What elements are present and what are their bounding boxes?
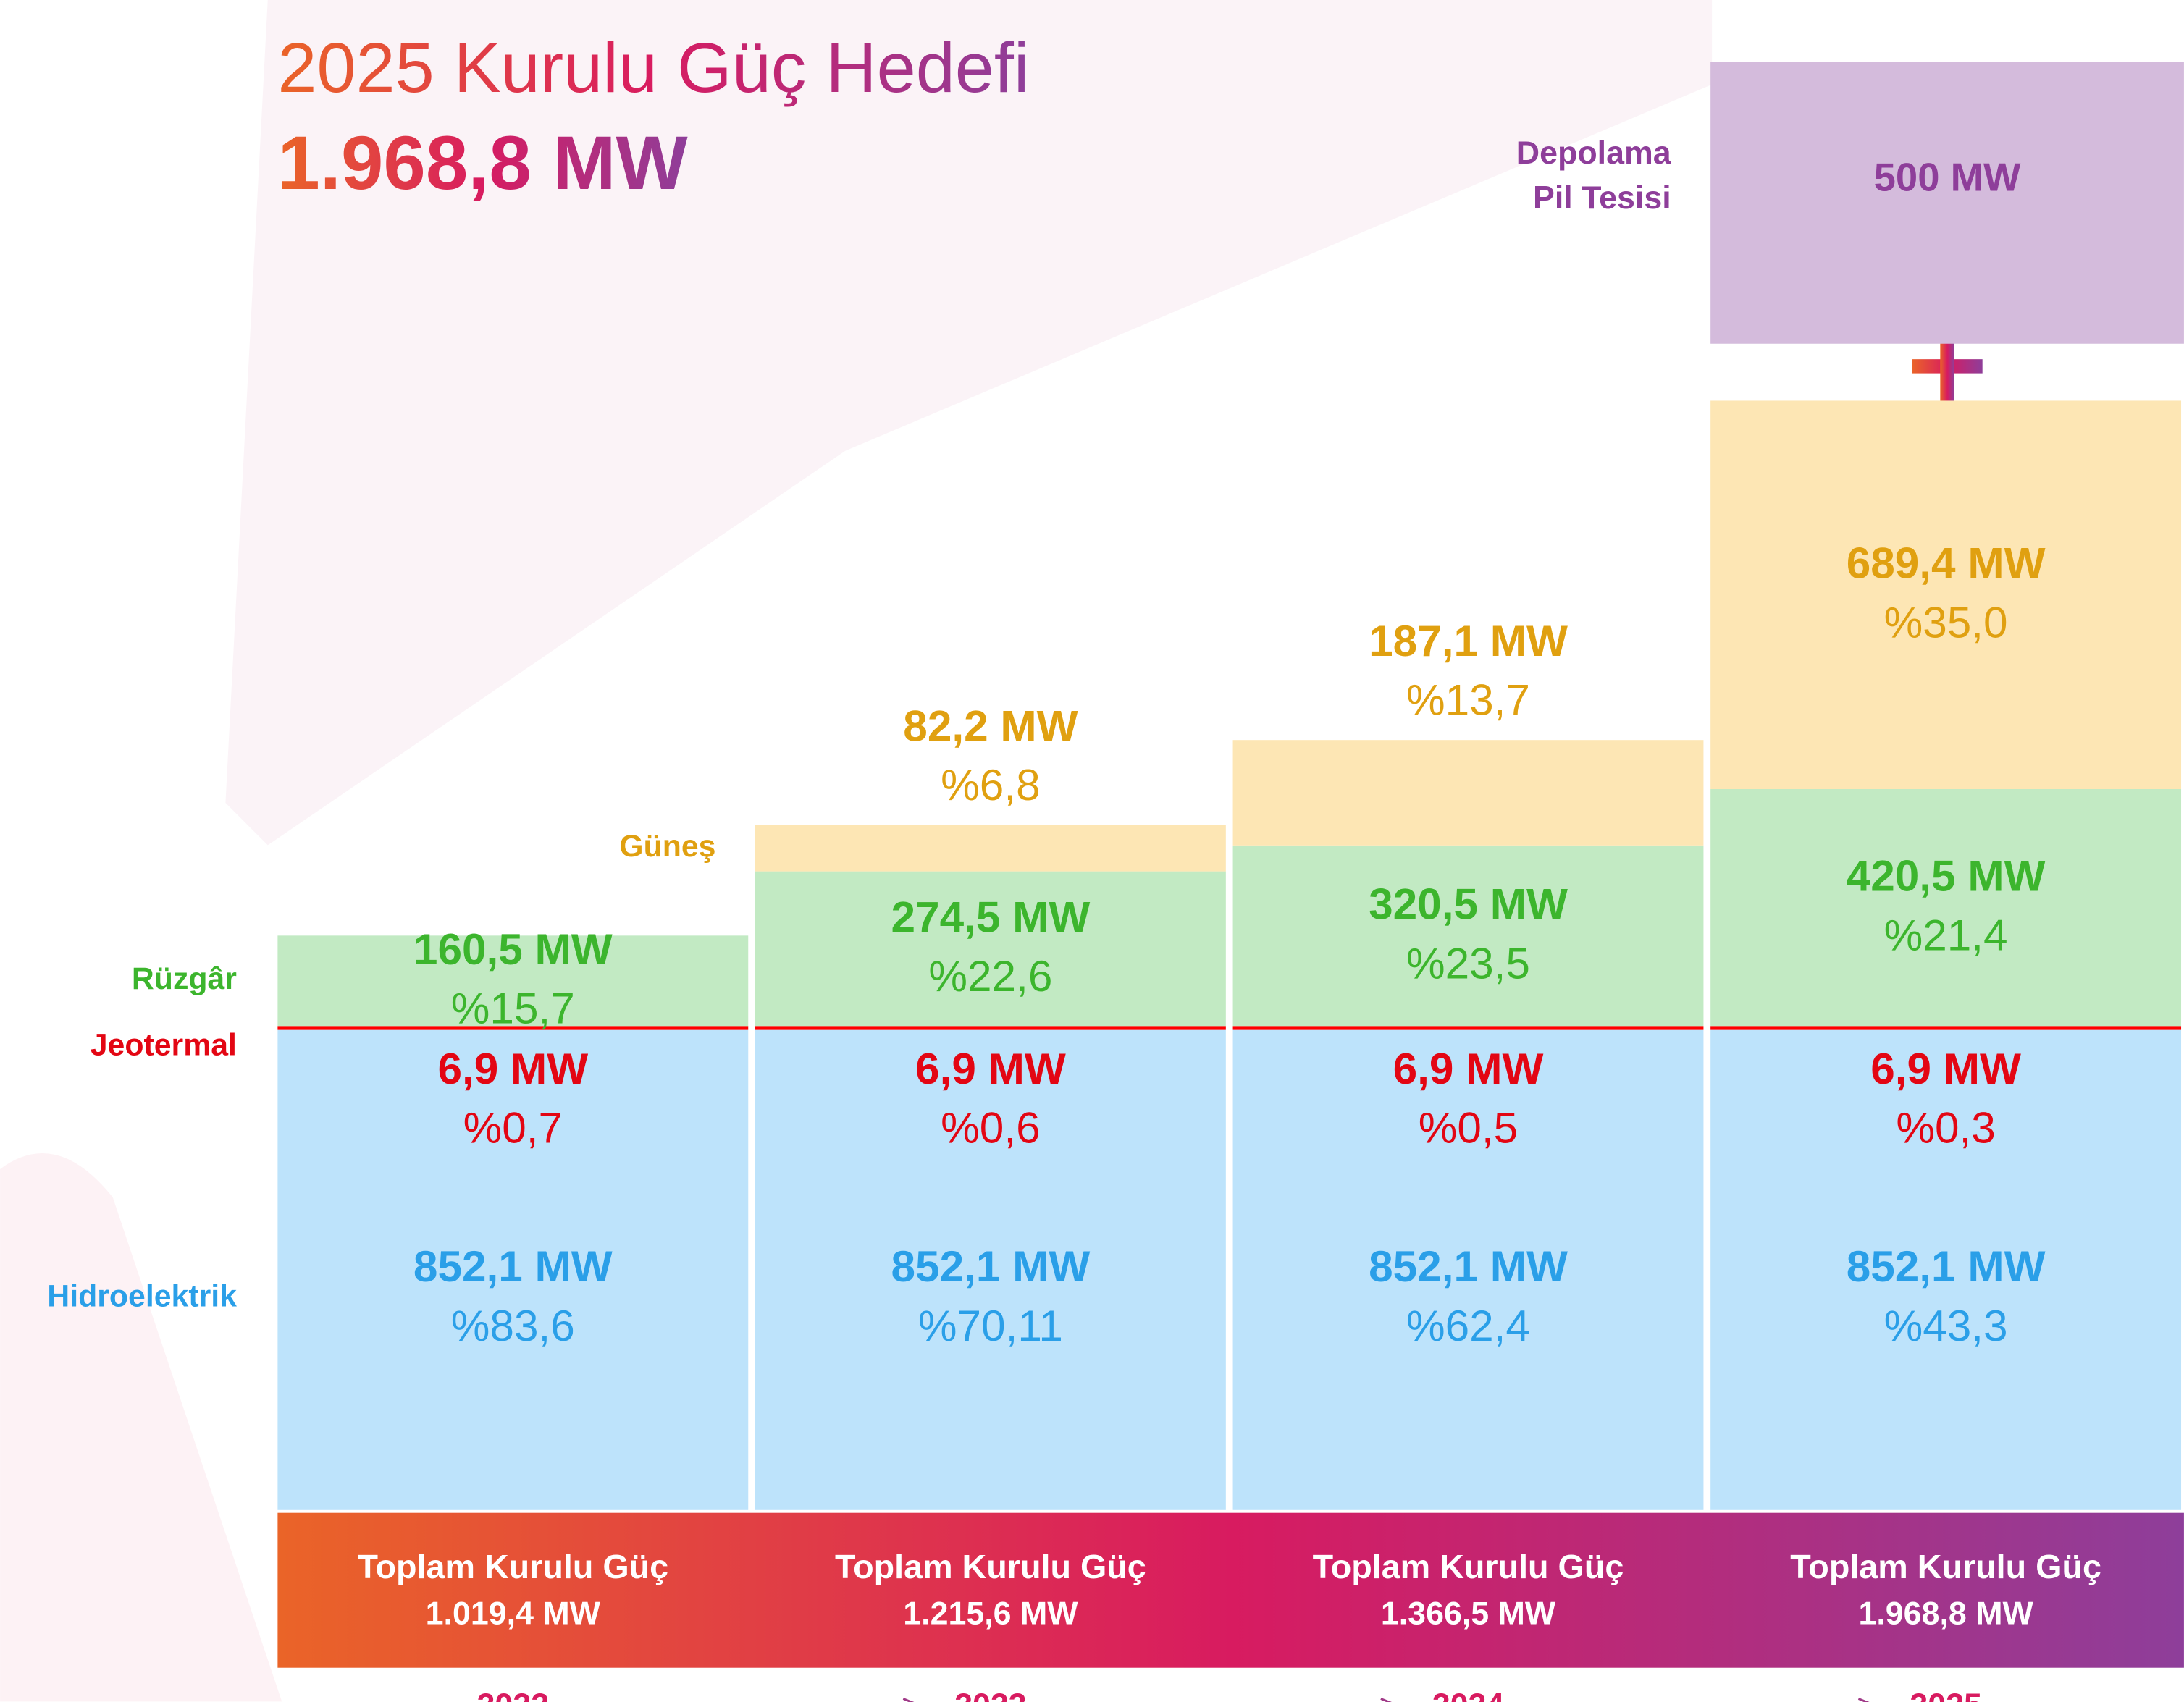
- share-label: %62,4: [1406, 1301, 1530, 1350]
- total-label: 1.019,4 MW: [426, 1596, 601, 1632]
- background-shape: [0, 1153, 282, 1702]
- value-label: 82,2 MW: [903, 701, 1078, 750]
- bar-segment: [1710, 1029, 2182, 1510]
- value-label: 6,9 MW: [1393, 1044, 1544, 1093]
- bar-segment: [1232, 740, 1704, 846]
- total-label: 1.366,5 MW: [1381, 1596, 1556, 1632]
- x-tick-label: 2024: [1432, 1687, 1505, 1702]
- value-label: 852,1 MW: [1847, 1242, 2046, 1291]
- share-label: %0,3: [1896, 1103, 1995, 1153]
- share-label: %0,6: [941, 1103, 1040, 1153]
- value-label: 6,9 MW: [1870, 1044, 2021, 1093]
- share-label: %21,4: [1884, 910, 2008, 959]
- total-label: 1.215,6 MW: [903, 1596, 1078, 1632]
- share-label: %70,11: [918, 1301, 1063, 1350]
- bar-segment: [1232, 1026, 1704, 1030]
- arrow-head: [1857, 1698, 1870, 1702]
- x-tick-label: 2022: [477, 1687, 550, 1702]
- x-tick-label: 2025: [1910, 1687, 1982, 1702]
- bar-segment: [277, 1029, 749, 1510]
- bar-segment: [277, 935, 749, 1027]
- series-name: Hidroelektrik: [47, 1278, 237, 1313]
- share-label: %35,0: [1884, 597, 2008, 646]
- bar-segment: [1710, 400, 2182, 789]
- share-label: %0,5: [1419, 1103, 1518, 1153]
- value-label: 852,1 MW: [891, 1242, 1091, 1291]
- plus-sign: [1940, 331, 1954, 402]
- storage-name: Pil Tesisi: [1533, 180, 1671, 216]
- value-label: 852,1 MW: [413, 1242, 613, 1291]
- bar-segment: [1232, 845, 1704, 1027]
- bar-segment: [755, 871, 1226, 1027]
- share-label: %6,8: [941, 760, 1040, 809]
- share-label: %43,3: [1884, 1301, 2008, 1350]
- bar-segment: [1710, 788, 2182, 1027]
- total-caption: Toplam Kurulu Güç: [835, 1548, 1146, 1585]
- value-label: 320,5 MW: [1369, 880, 1568, 929]
- series-name: Rüzgâr: [132, 961, 237, 996]
- value-label: 420,5 MW: [1847, 851, 2046, 901]
- storage-name: Depolama: [1516, 135, 1672, 171]
- arrow-head: [902, 1698, 915, 1702]
- total-caption: Toplam Kurulu Güç: [357, 1548, 668, 1585]
- chart-subtitle: 1.968,8 MW: [277, 121, 688, 206]
- value-label: 6,9 MW: [915, 1044, 1066, 1093]
- arrow-head: [1380, 1698, 1392, 1702]
- share-label: %83,6: [451, 1301, 575, 1350]
- bar-segment: [277, 1026, 749, 1030]
- series-name: Jeotermal: [91, 1027, 237, 1062]
- value-label: 160,5 MW: [413, 924, 613, 974]
- chart-title: 2025 Kurulu Güç Hedefi: [277, 28, 1029, 107]
- value-label: 274,5 MW: [891, 892, 1091, 941]
- value-label: 852,1 MW: [1369, 1242, 1568, 1291]
- value-label: 689,4 MW: [1847, 539, 2046, 588]
- storage-box: [1710, 62, 2184, 344]
- x-tick-label: 2023: [954, 1687, 1027, 1702]
- bar-segment: [755, 1029, 1226, 1510]
- bar-segment: [755, 1026, 1226, 1030]
- bar-segment: [1232, 1029, 1704, 1510]
- value-label: 6,9 MW: [437, 1044, 588, 1093]
- storage-value-label: 500 MW: [1874, 155, 2021, 199]
- series-name: Güneş: [619, 829, 715, 864]
- bar-segment: [755, 825, 1226, 872]
- total-caption: Toplam Kurulu Güç: [1313, 1548, 1624, 1585]
- background-shape: [225, 0, 1713, 846]
- share-label: %15,7: [451, 984, 575, 1033]
- bar-segment: [1710, 1026, 2182, 1030]
- total-label: 1.968,8 MW: [1858, 1596, 2033, 1632]
- value-label: 187,1 MW: [1369, 616, 1568, 665]
- total-caption: Toplam Kurulu Güç: [1790, 1548, 2101, 1585]
- share-label: %0,7: [463, 1103, 563, 1153]
- share-label: %22,6: [928, 951, 1052, 1000]
- share-label: %23,5: [1406, 938, 1530, 987]
- total-band: [277, 1512, 2184, 1668]
- share-label: %13,7: [1406, 675, 1530, 725]
